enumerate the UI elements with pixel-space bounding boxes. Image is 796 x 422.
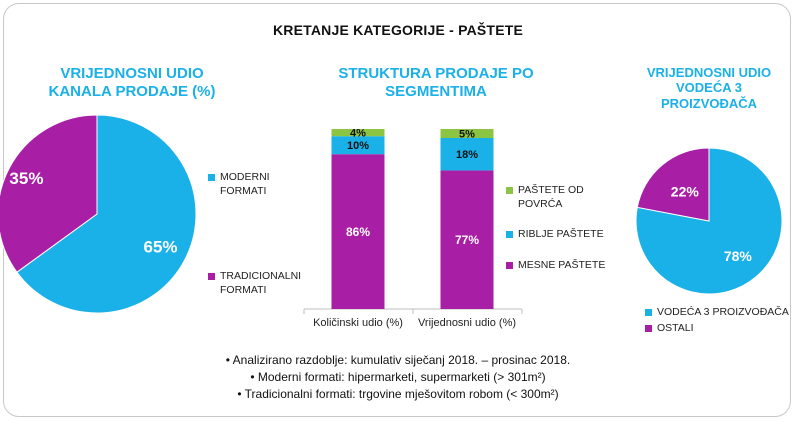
x-tick-label: Vrijednosni udio (%) <box>418 317 516 329</box>
note-traditional-formats: • Tradicionalni formati: trgovine mješov… <box>237 387 559 402</box>
bar-segment <box>331 136 385 155</box>
x-tick-label: Količinski udio (%) <box>313 317 403 329</box>
note-period: • Analizirano razdoblje: kumulativ siječ… <box>225 353 571 367</box>
chart2-title: STRUKTURA PRODAJE PO SEGMENTIMA <box>338 65 534 100</box>
bar-value-label: 4% <box>350 128 366 140</box>
legend-item-vodeca3: VODEĆA 3 PROIZVOĐAČA <box>645 306 790 320</box>
chart3-title: VRIJEDNOSNI UDIO VODEĆA 3 PROIZVOĐAČA <box>646 65 772 111</box>
chart1-title: VRIJEDNOSNI UDIO KANALA PRODAJE (%) <box>48 65 216 100</box>
legend-item-mesne: MESNE PAŠTETE <box>506 259 626 273</box>
legend-swatch <box>506 261 513 269</box>
legend-label: RIBLJE PAŠTETE <box>518 228 604 241</box>
legend-label: MODERNI FORMATI <box>220 171 270 197</box>
legend-label: PAŠTETE OD POVRĆA <box>518 184 584 210</box>
bar-segment <box>440 129 494 138</box>
legend-swatch <box>645 309 652 316</box>
bar-segment <box>331 154 385 309</box>
pie-slice-1 <box>636 147 710 222</box>
pie-slice-label: 35% <box>9 169 43 188</box>
legend-item-ostali: OSTALI <box>645 322 790 336</box>
legend-label: TRADICIONALNI FORMATI <box>220 270 302 296</box>
legend-swatch <box>506 231 513 239</box>
pie-slice-0 <box>16 114 197 314</box>
legend-swatch <box>506 187 513 194</box>
chart1-legend: MODERNI FORMATI TRADICIONALNI FORMATI <box>208 171 308 304</box>
pie-slice-label: 78% <box>724 248 753 264</box>
chart2-legend: PAŠTETE OD POVRĆA RIBLJE PAŠTETE MESNE P… <box>506 184 626 279</box>
bar-segment <box>440 138 494 171</box>
legend-item-riblje: RIBLJE PAŠTETE <box>506 228 626 242</box>
note-modern-formats: • Moderni formati: hipermarketi, superma… <box>250 370 546 385</box>
legend-label: OSTALI <box>657 321 694 334</box>
legend-label: VODEĆA 3 PROIZVOĐAČA <box>657 306 789 318</box>
bar-value-label: 10% <box>347 140 369 152</box>
footnotes: • Analizirano razdoblje: kumulativ siječ… <box>0 352 796 403</box>
bar-value-label: 5% <box>459 128 475 140</box>
page-title: KRETANJE KATEGORIJE - PAŠTETE <box>272 22 524 38</box>
pie-slice-label: 22% <box>671 184 700 200</box>
legend-item-povrce: PAŠTETE OD POVRĆA <box>506 184 626 211</box>
legend-label: MESNE PAŠTETE <box>518 258 606 271</box>
bar-value-label: 77% <box>455 233 479 247</box>
bar-value-label: 18% <box>456 149 478 161</box>
legend-item-tradicionalni: TRADICIONALNI FORMATI <box>208 270 308 297</box>
pie-slice-label: 65% <box>143 237 177 256</box>
bar-segment <box>331 129 385 137</box>
legend-swatch <box>208 174 215 181</box>
pie-slice-0 <box>635 147 783 295</box>
pie-slice-1 <box>0 114 98 273</box>
bar-segment <box>440 170 494 309</box>
legend-swatch <box>208 273 215 281</box>
legend-item-moderni: MODERNI FORMATI <box>208 171 308 198</box>
legend-swatch <box>645 324 652 332</box>
chart3-legend: VODEĆA 3 PROIZVOĐAČA OSTALI <box>645 306 790 341</box>
bar-value-label: 86% <box>346 225 370 239</box>
